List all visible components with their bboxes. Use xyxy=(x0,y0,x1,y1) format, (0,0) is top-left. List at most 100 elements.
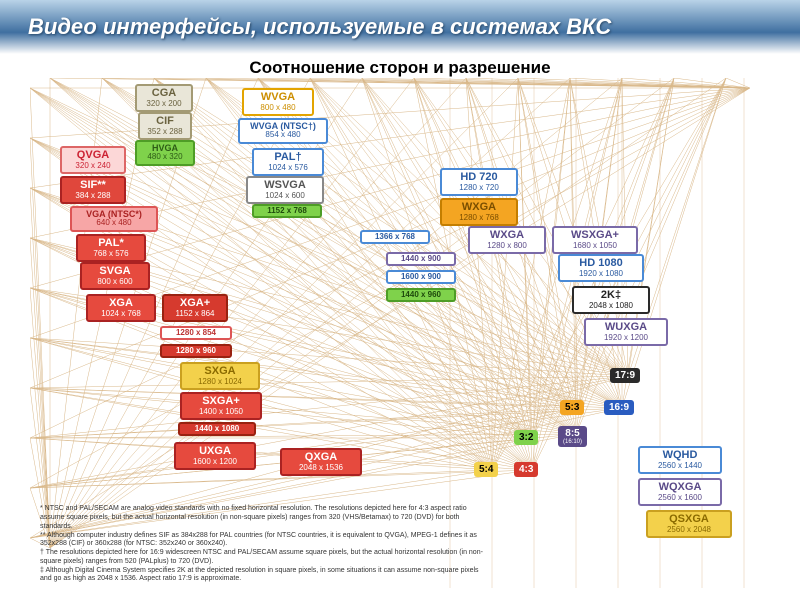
res-value: 1366 x 768 xyxy=(365,233,425,241)
res-value: 320 x 200 xyxy=(143,100,185,108)
res-name: WSVGA xyxy=(254,180,316,192)
res-name: HD 1080 xyxy=(566,258,636,270)
res-box-r1440x900: 1440 x 900 xyxy=(386,252,456,266)
res-value: 1024 x 576 xyxy=(260,164,316,172)
res-value: 1280 x 768 xyxy=(448,214,510,222)
slide-header: Видео интерфейсы, используемые в система… xyxy=(0,0,800,54)
res-name: SXGA+ xyxy=(188,396,254,408)
res-box-cga: CGA320 x 200 xyxy=(135,84,193,112)
res-box-r1280x854: 1280 x 854 xyxy=(160,326,232,340)
res-box-svga: SVGA800 x 600 xyxy=(80,262,150,290)
res-name: WVGA xyxy=(250,92,306,104)
res-box-hd720: HD 7201280 x 720 xyxy=(440,168,518,196)
res-value: 2048 x 1080 xyxy=(580,302,642,310)
ratio-16-9: 16:9 xyxy=(604,400,634,415)
res-value: 1440 x 900 xyxy=(391,255,451,263)
res-value: 1024 x 600 xyxy=(254,192,316,200)
res-box-r1152x768: 1152 x 768 xyxy=(252,204,322,218)
res-name: SVGA xyxy=(88,266,142,278)
res-value: 1440 x 1080 xyxy=(183,425,251,433)
res-name: CIF xyxy=(146,116,184,128)
res-value: 2560 x 1600 xyxy=(646,494,714,502)
res-box-wqxga: WQXGA2560 x 1600 xyxy=(638,478,722,506)
res-name: QSXGA xyxy=(654,514,724,526)
footnote-line: † The resolutions depicted here for 16:9… xyxy=(40,549,490,567)
res-box-r1280x960: 1280 x 960 xyxy=(160,344,232,358)
res-value: 480 x 320 xyxy=(143,153,187,161)
footnotes: * NTSC and PAL/SECAM are analog video st… xyxy=(40,505,490,584)
res-value: 2048 x 1536 xyxy=(288,464,354,472)
res-value: 640 x 480 xyxy=(78,219,150,227)
res-value: 1400 x 1050 xyxy=(188,408,254,416)
res-value: 1600 x 1200 xyxy=(182,458,248,466)
res-value: 2560 x 1440 xyxy=(646,462,714,470)
res-box-r1600x900: 1600 x 900 xyxy=(386,270,456,284)
res-name: WSXGA+ xyxy=(560,230,630,242)
diagram-stage: * NTSC and PAL/SECAM are analog video st… xyxy=(30,78,770,588)
res-name: HD 720 xyxy=(448,172,510,184)
res-box-qsxga: QSXGA2560 x 2048 xyxy=(646,510,732,538)
slide-title: Видео интерфейсы, используемые в система… xyxy=(28,14,611,40)
res-box-uxga: UXGA1600 x 1200 xyxy=(174,442,256,470)
res-value: 1280 x 960 xyxy=(165,347,227,355)
res-box-wvgantsc: WVGA (NTSC†)854 x 480 xyxy=(238,118,328,144)
res-box-r1440x960: 1440 x 960 xyxy=(386,288,456,302)
res-value: 1024 x 768 xyxy=(94,310,148,318)
res-box-qvga: QVGA320 x 240 xyxy=(60,146,126,174)
ratio-8-5: 8:5(16:10) xyxy=(558,426,587,447)
res-value: 1280 x 854 xyxy=(165,329,227,337)
ratio-5-3: 5:3 xyxy=(560,400,584,415)
res-name: XGA xyxy=(94,298,148,310)
res-value: 1280 x 1024 xyxy=(188,378,252,386)
res-name: SIF** xyxy=(68,180,118,192)
res-box-paldag: PAL†1024 x 576 xyxy=(252,148,324,176)
res-box-wsvga: WSVGA1024 x 600 xyxy=(246,176,324,204)
res-box-r1440x1080: 1440 x 1080 xyxy=(178,422,256,436)
res-box-hvga: HVGA480 x 320 xyxy=(135,140,195,166)
ratio-4-3: 4:3 xyxy=(514,462,538,477)
res-value: 352 x 288 xyxy=(146,128,184,136)
res-box-cif: CIF352 x 288 xyxy=(138,112,192,140)
res-box-hd1080: HD 10801920 x 1080 xyxy=(558,254,644,282)
res-box-vga: VGA (NTSC*)640 x 480 xyxy=(70,206,158,232)
res-name: WXGA xyxy=(448,202,510,214)
res-box-wxga: WXGA1280 x 768 xyxy=(440,198,518,226)
footnote-line: ** Although computer industry defines SI… xyxy=(40,532,490,550)
res-box-wsxgaplus: WSXGA+1680 x 1050 xyxy=(552,226,638,254)
res-name: PAL* xyxy=(84,238,138,250)
res-value: 1152 x 864 xyxy=(170,310,220,318)
res-value: 854 x 480 xyxy=(246,131,320,139)
slide-subtitle: Соотношение сторон и разрешение xyxy=(0,58,800,78)
res-name: 2K‡ xyxy=(580,290,642,302)
res-box-xgaplus: XGA+1152 x 864 xyxy=(162,294,228,322)
res-name: WXGA xyxy=(476,230,538,242)
res-name: WQHD xyxy=(646,450,714,462)
res-box-wvga: WVGA800 x 480 xyxy=(242,88,314,116)
res-box-sxga: SXGA1280 x 1024 xyxy=(180,362,260,390)
res-box-k2: 2K‡2048 x 1080 xyxy=(572,286,650,314)
res-name: QXGA xyxy=(288,452,354,464)
res-value: 1280 x 800 xyxy=(476,242,538,250)
res-box-r1366x768: 1366 x 768 xyxy=(360,230,430,244)
res-value: 1920 x 1080 xyxy=(566,270,636,278)
res-value: 1600 x 900 xyxy=(391,273,451,281)
res-value: 768 x 576 xyxy=(84,250,138,258)
res-name: UXGA xyxy=(182,446,248,458)
res-box-xga: XGA1024 x 768 xyxy=(86,294,156,322)
res-box-sif: SIF**384 x 288 xyxy=(60,176,126,204)
res-name: PAL† xyxy=(260,152,316,164)
res-name: WUXGA xyxy=(592,322,660,334)
res-value: 1440 x 960 xyxy=(391,291,451,299)
res-box-wuxga: WUXGA1920 x 1200 xyxy=(584,318,668,346)
res-name: XGA+ xyxy=(170,298,220,310)
res-box-wxga800: WXGA1280 x 800 xyxy=(468,226,546,254)
res-value: 800 x 600 xyxy=(88,278,142,286)
res-box-sxgaplus: SXGA+1400 x 1050 xyxy=(180,392,262,420)
res-name: WQXGA xyxy=(646,482,714,494)
res-name: QVGA xyxy=(68,150,118,162)
res-name: SXGA xyxy=(188,366,252,378)
footnote-line: ‡ Although Digital Cinema System specifi… xyxy=(40,567,490,585)
ratio-17-9: 17:9 xyxy=(610,368,640,383)
res-value: 800 x 480 xyxy=(250,104,306,112)
res-value: 384 x 288 xyxy=(68,192,118,200)
